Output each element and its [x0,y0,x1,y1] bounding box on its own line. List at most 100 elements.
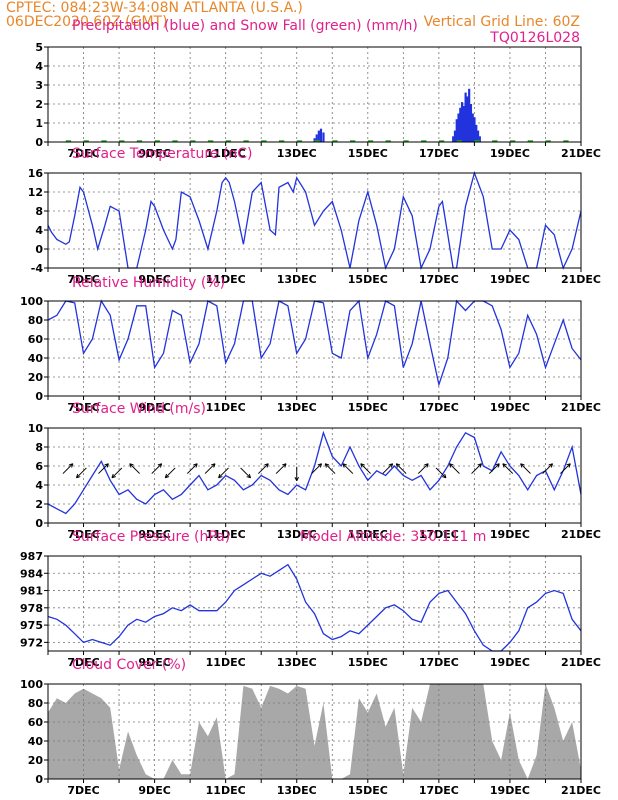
precip-xtick-label: 19DEC [490,147,530,160]
precip-title: Precipitation (blue) and Snow Fall (gree… [72,18,418,34]
wind-arrow-head [165,476,170,479]
press-xtick-label: 21DEC [561,656,601,669]
wind-arrow [542,463,553,474]
wind-arrow [240,467,251,479]
wind-arrow-head [218,476,223,479]
cloud-ytick-label: 60 [28,716,44,729]
precip-xtick-label: 9DEC [138,147,170,160]
precip-xtick-label: 15DEC [348,147,388,160]
cloud-xtick-label: 19DEC [490,784,530,797]
wind-arrow [342,463,354,474]
press-subtitle: Model Altitude: 350.111 m [300,529,486,545]
wind-arrow-head [129,463,132,468]
cloud-xtick-label: 17DEC [419,784,459,797]
wind-arrow-head [477,463,482,466]
wind-arrow-head [296,476,299,481]
wind-arrow [275,463,287,474]
wind-arrow-head [360,463,363,468]
wind-arrow [449,463,460,474]
precip-bar [476,130,480,142]
wind-arrow [76,467,87,479]
temp-ytick-label: 12 [28,186,43,199]
wind-ytick-label: 10 [28,422,44,435]
temp-xtick-label: 13DEC [277,273,317,286]
precip-xtick-label: 17DEC [419,147,459,160]
wind-frame [47,427,582,524]
wind-arrow-head [246,476,251,479]
press-xtick-label: 7DEC [67,656,99,669]
wind-arrow [324,463,336,474]
rh-ytick-label: 40 [28,352,44,365]
wind-arrow-head [248,473,251,478]
wind-arrow-head [129,463,134,466]
wind-arrow-head [426,463,429,468]
wind-arrow-head [520,463,525,466]
run-date: 06DEC2020 60Z (GMT) [6,14,168,30]
wind-arrow-head [390,463,394,468]
wind-arrow [98,463,109,474]
precip-bar [464,92,467,142]
wind-arrow [311,463,322,474]
panels: Precipitation (blue) and Snow Fall (gree… [20,18,601,797]
wind-xtick-label: 21DEC [561,528,601,541]
rh-xtick-label: 17DEC [419,401,459,414]
precip-bar [452,136,455,142]
wind-arrow-head [317,463,322,466]
wind-arrow-head [388,463,393,466]
precip-bar [317,130,320,142]
wind-ytick-label: 0 [35,517,43,530]
wind-arrow-head [159,463,163,468]
press-xtick-label: 19DEC [490,656,530,669]
wind-arrow [435,467,447,479]
rh-xtick-label: 15DEC [348,401,388,414]
wind-arrow-head [282,463,287,466]
rh-panel: Relative Humidity (%) 0 20 40 60 80 100 7DEC 9DE… [20,275,601,414]
rh-xtick-label: 21DEC [561,401,601,414]
precip-ytick-label: 4 [35,60,43,73]
rh-xtick-label: 7DEC [67,401,99,414]
precip-bar [475,124,478,142]
wind-xtick-label: 15DEC [348,528,388,541]
wind-arrow [360,463,371,474]
press-xtick-label: 11DEC [206,656,246,669]
precip-ytick-label: 0 [35,136,43,149]
wind-arrow-head [71,463,74,468]
wind-title: Surface Wind (m/s) [72,401,206,417]
precip-ytick-label: 1 [35,117,43,130]
wind-xtick-label: 19DEC [490,528,530,541]
rh-ytick-label: 100 [20,295,43,308]
temp-xtick-label: 9DEC [138,273,170,286]
press-xtick-label: 15DEC [348,656,388,669]
wind-ytick-label: 4 [35,479,43,492]
precip-ytick-label: 2 [35,98,43,111]
wind-arrow-head [395,463,398,468]
wind-arrow-head [502,463,505,468]
press-title: Surface Pressure (hPa) [72,529,230,545]
cloud-xtick-label: 11DEC [206,784,246,797]
wind-arrow [218,467,229,479]
cloud-ytick-label: 0 [35,773,43,786]
press-panel: Surface Pressure (hPa) Model Altitude: 35… [20,529,601,669]
temp-xtick-label: 21DEC [561,273,601,286]
cloud-ytick-label: 80 [28,697,44,710]
precip-bar [468,88,471,142]
wind-arrow [186,463,198,474]
location-header: CPTEC: 084:23W-34:08N ATLANTA (U.S.A.) [6,0,303,16]
precip-bar [455,119,458,142]
precip-xtick-label: 11DEC [206,147,246,160]
wind-arrow-head [213,463,216,468]
temp-ytick-label: -4 [31,262,44,275]
temp-xtick-label: 19DEC [490,273,530,286]
precip-panel: Precipitation (blue) and Snow Fall (gree… [35,18,601,160]
wind-arrow-head [502,463,507,466]
precip-bar [457,113,460,142]
precip-bar [471,113,474,142]
wind-arrow-head [319,463,323,468]
temp-xtick-label: 17DEC [419,273,459,286]
press-xtick-label: 13DEC [277,656,317,669]
wind-arrow [151,463,163,474]
temp-ytick-label: 0 [35,243,43,256]
cloud-ytick-label: 20 [28,754,44,767]
precip-bar [453,130,457,142]
